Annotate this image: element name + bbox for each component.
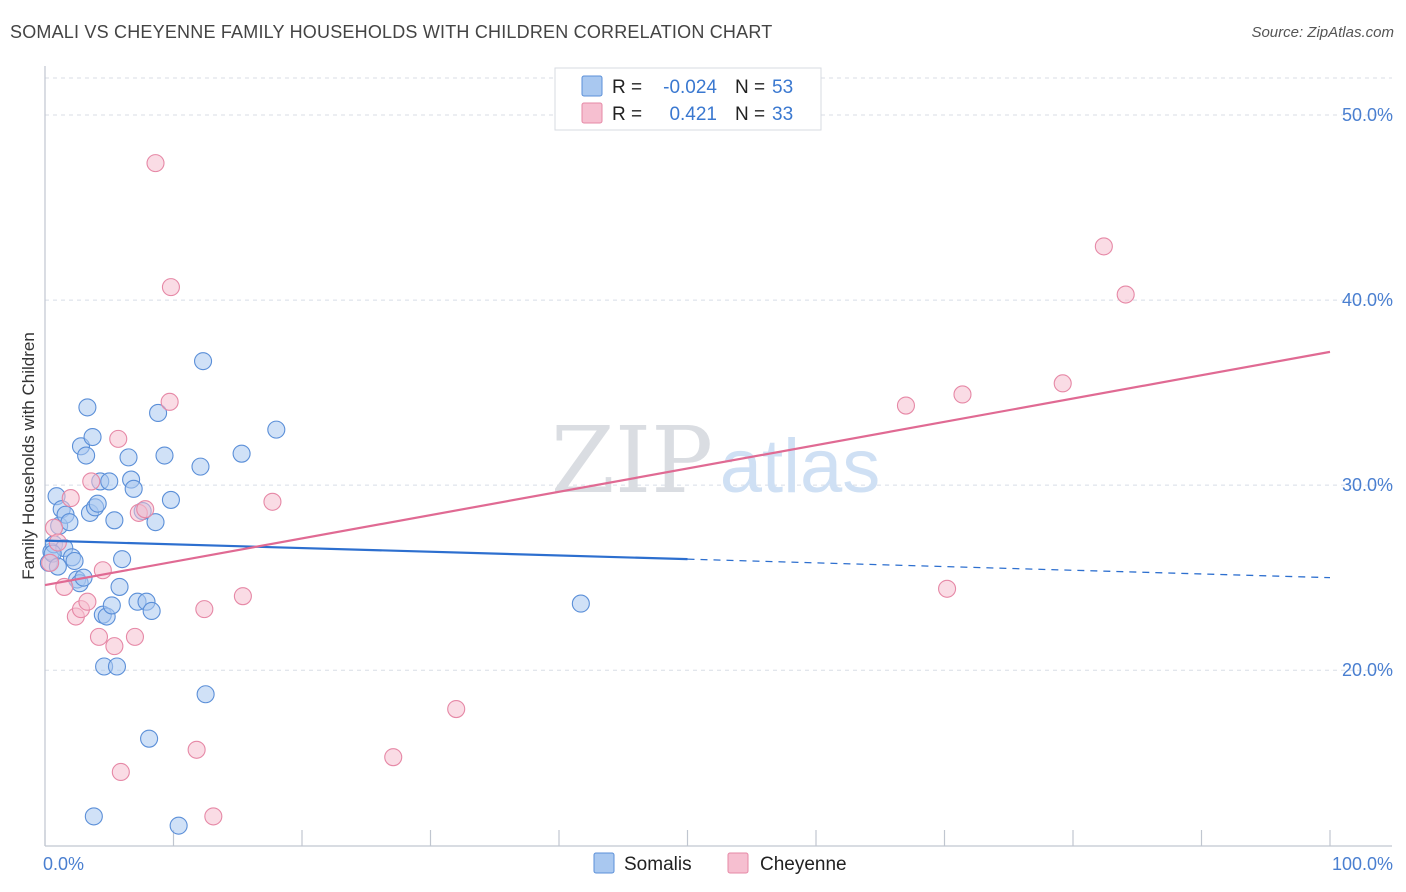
somali-point: [169, 816, 188, 835]
cheyenne-point: [263, 492, 282, 511]
somali-point: [77, 446, 96, 465]
y-tick-label: 40.0%: [1342, 290, 1393, 310]
cheyenne-point: [204, 807, 223, 826]
y-tick-label: 20.0%: [1342, 660, 1393, 680]
trend-lines: [44, 350, 1331, 587]
somali-point: [105, 511, 124, 530]
legend-label-cheyenne: Cheyenne: [760, 854, 847, 875]
cheyenne-trend-line: [44, 350, 1331, 587]
somali-point: [232, 444, 251, 463]
y-axis-label: Family Households with Children: [19, 332, 38, 580]
source-credit: Source: ZipAtlas.com: [1251, 24, 1394, 41]
cheyenne-point: [125, 627, 144, 646]
cheyenne-point: [1116, 285, 1135, 304]
chart-title: SOMALI VS CHEYENNE FAMILY HOUSEHOLDS WIT…: [10, 22, 773, 42]
watermark-zip: ZIP: [551, 407, 713, 514]
cheyenne-point: [82, 472, 101, 491]
somali-point: [571, 594, 590, 613]
somali-point: [113, 550, 132, 569]
cheyenne-point: [195, 600, 214, 619]
gridlines: [45, 77, 1392, 671]
cheyenne-point: [233, 587, 252, 606]
somali-trend-extension: [687, 558, 1331, 579]
cheyenne-point: [447, 700, 466, 719]
cheyenne-point: [187, 740, 206, 759]
cheyenne-point: [111, 762, 130, 782]
cheyenne-point: [1094, 237, 1113, 256]
cheyenne-point: [146, 154, 165, 173]
somali-point: [65, 551, 84, 571]
somali-point: [100, 472, 119, 491]
cheyenne-point: [105, 637, 124, 656]
cheyenne-point: [160, 392, 179, 411]
legend-n-label: N =: [735, 104, 765, 125]
legend-swatch-cheyenne: [581, 102, 603, 124]
somali-point: [142, 601, 161, 621]
somali-point: [267, 420, 286, 439]
legend-swatch-somalis: [581, 75, 603, 97]
legend-r-value-cheyenne: 0.421: [669, 104, 717, 125]
somali-point: [107, 657, 127, 676]
cheyenne-point: [44, 518, 64, 537]
cheyenne-point: [89, 627, 109, 646]
cheyenne-point: [1053, 374, 1072, 393]
cheyenne-point: [78, 592, 97, 611]
axes: [44, 66, 1392, 847]
watermark: ZIP atlas: [551, 407, 880, 514]
somali-point: [146, 513, 165, 532]
cheyenne-point: [41, 553, 60, 572]
somali-point: [191, 457, 210, 476]
somali-point: [60, 513, 79, 532]
legend-n-label: N =: [735, 77, 765, 98]
x-tick-label: 0.0%: [43, 854, 84, 874]
cheyenne-point: [896, 396, 916, 415]
legend-n-value-cheyenne: 33: [772, 104, 793, 125]
legend-n-value-somalis: 53: [772, 77, 793, 98]
somali-point: [155, 446, 174, 465]
somali-point: [196, 685, 215, 704]
somali-point: [110, 577, 129, 596]
y-tick-label: 50.0%: [1342, 105, 1393, 125]
somali-point: [78, 398, 97, 417]
legend-r-label: R =: [612, 77, 642, 98]
somali-trend-line: [44, 539, 688, 561]
correlation-legend: R = -0.024 N = 53 R = 0.421 N = 33: [554, 67, 822, 131]
somali-point: [194, 352, 213, 371]
cheyenne-point: [109, 429, 128, 448]
somali-point: [83, 427, 102, 447]
data-points: [39, 154, 1135, 835]
cheyenne-point: [48, 533, 67, 552]
legend-swatch-cheyenne: [727, 852, 749, 874]
cheyenne-point: [136, 500, 155, 519]
legend-label-somalis: Somalis: [624, 854, 692, 875]
tick-labels: 20.0% 30.0% 40.0% 50.0% 0.0% 100.0%: [43, 105, 1393, 874]
cheyenne-point: [384, 748, 403, 767]
cheyenne-point: [953, 385, 972, 404]
legend-r-label: R =: [612, 104, 642, 125]
somali-point: [124, 479, 143, 498]
legend-swatch-somalis: [593, 852, 615, 874]
x-tick-label: 100.0%: [1332, 854, 1393, 874]
somali-point: [88, 494, 107, 513]
somali-point: [140, 729, 159, 748]
y-tick-label: 30.0%: [1342, 475, 1393, 495]
somali-point: [149, 403, 168, 423]
legend-r-value-somalis: -0.024: [663, 77, 717, 98]
somali-point: [161, 490, 180, 509]
cheyenne-point: [161, 278, 180, 297]
somali-point: [119, 448, 138, 467]
series-legend: Somalis Cheyenne: [593, 852, 847, 875]
cheyenne-point: [938, 579, 957, 598]
somali-point: [84, 807, 103, 826]
somali-point: [102, 596, 121, 615]
cheyenne-point: [61, 489, 80, 508]
